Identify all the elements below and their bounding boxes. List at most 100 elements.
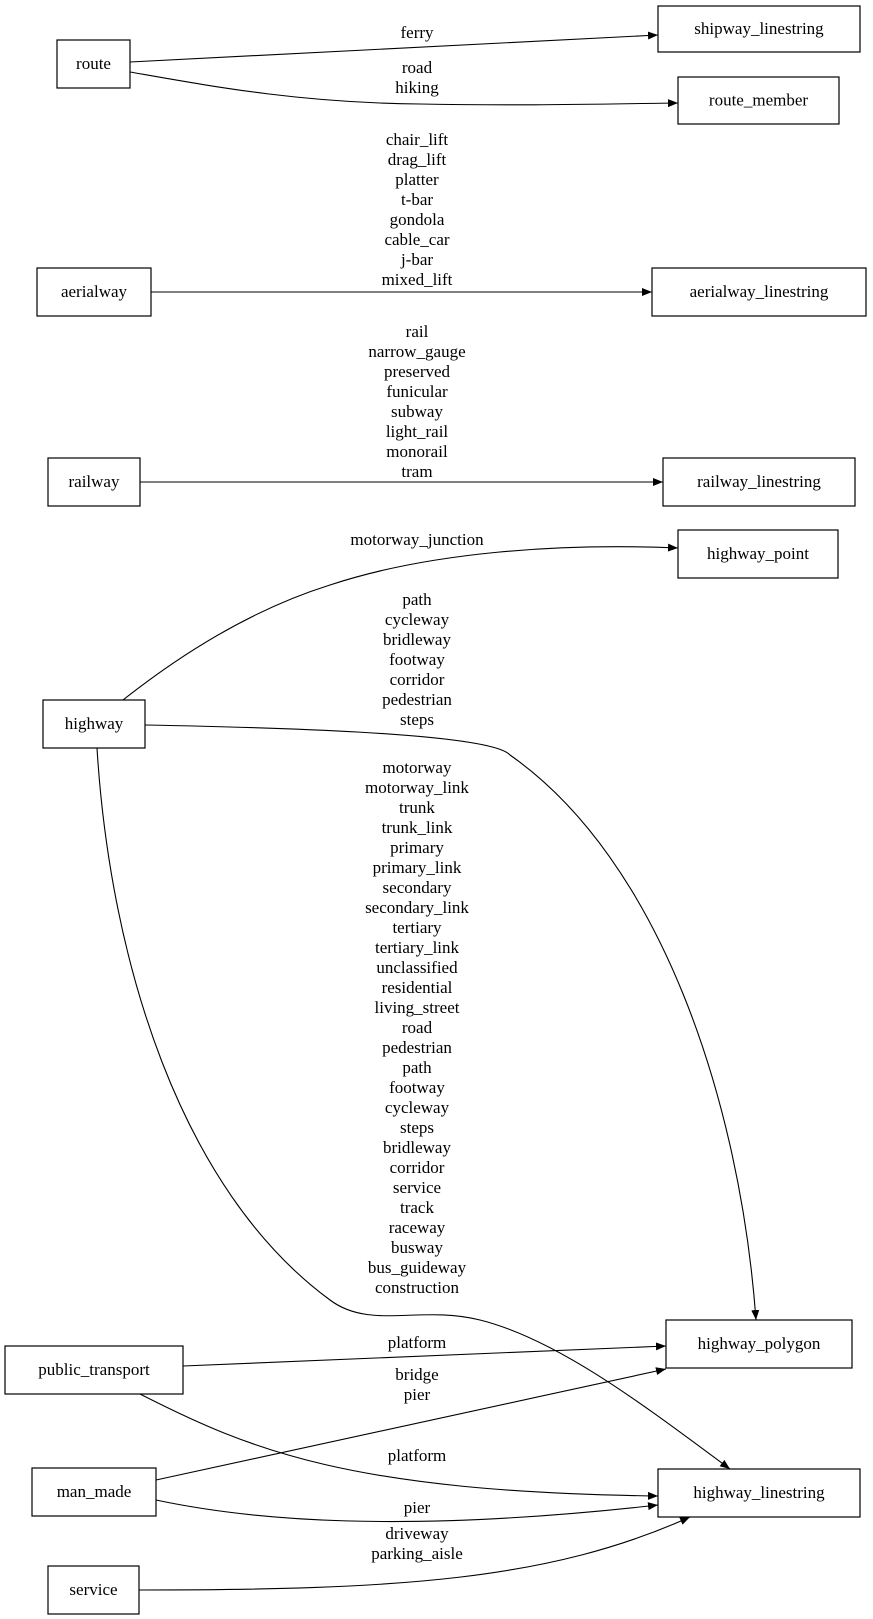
edge-label: bridleway [383,630,451,649]
edge-label: footway [389,650,445,669]
edge-man_made-to-highway_linestring: pier [155,1498,659,1523]
edge-label: cable_car [384,230,449,249]
node-box [56,39,131,89]
edge-public_transport-to-highway_linestring: platform [139,1393,659,1500]
edge-label: tertiary_link [375,938,460,957]
edge-line [155,1499,659,1523]
edge-label: bridleway [383,1138,451,1157]
node-man-made: man_made [31,1467,157,1517]
node-label: railway_linestring [697,472,821,491]
edge-label: platter [395,170,439,189]
node-box [4,1345,184,1395]
node-box [651,267,867,317]
node-box [42,699,146,749]
edge-label: bridge [395,1365,438,1384]
edge-label: primary [390,838,444,857]
node-label: highway_polygon [698,1334,821,1353]
node-label: highway [65,714,124,733]
edge-label: trunk [399,798,435,817]
edge-label: light_rail [386,422,449,441]
edge-line [122,543,679,701]
edge-highway-to-highway_polygon: pathcyclewaybridlewayfootwaycorridorpede… [144,590,760,1321]
edge-line [139,1393,659,1500]
node-box [677,529,839,579]
edge-label: t-bar [401,190,433,209]
edge-label: tram [401,462,432,481]
edge-label: path [402,1058,432,1077]
edge-label: preserved [384,362,451,381]
node-label: man_made [57,1482,132,1501]
edge-label: motorway [383,758,452,777]
edge-label: secondary [383,878,452,897]
node-label: aerialway [61,282,128,301]
edge-label: steps [400,710,434,729]
node-highway-polygon: highway_polygon [665,1319,853,1369]
edge-route-to-shipway_linestring: ferry [129,23,659,63]
node-box [47,1565,140,1615]
node-label: highway_linestring [693,1483,825,1502]
node-route: route [56,39,131,89]
edge-label: cycleway [385,610,450,629]
edge-label: pedestrian [382,1038,452,1057]
edge-label: busway [391,1238,443,1257]
node-label: service [69,1580,117,1599]
edge-label: corridor [390,670,445,689]
node-box [36,267,152,317]
node-label: aerialway_linestring [690,282,829,301]
node-highway: highway [42,699,146,749]
edge-label: raceway [389,1218,446,1237]
edge-label: track [400,1198,434,1217]
node-box [657,1468,861,1518]
edge-label: parking_aisle [371,1544,463,1563]
edge-highway-to-highway_point: motorway_junction [122,530,679,701]
edge-label: footway [389,1078,445,1097]
edge-label: trunk_link [382,818,453,837]
edge-label: j-bar [400,250,433,269]
edge-label: cycleway [385,1098,450,1117]
edge-label: subway [391,402,443,421]
edge-label: bus_guideway [368,1258,467,1277]
node-public-transport: public_transport [4,1345,184,1395]
edge-label: platform [388,1333,447,1352]
edge-label: funicular [386,382,448,401]
edge-label: monorail [386,442,448,461]
node-box [677,76,840,125]
edge-label: drag_lift [388,150,447,169]
edge-label: road [402,58,433,77]
node-box [662,457,856,507]
node-railway: railway [47,457,141,507]
edge-aerialway-to-aerialway_linestring: chair_liftdrag_liftplattert-bargondolaca… [151,130,652,296]
node-label: shipway_linestring [694,19,824,38]
node-label: route [76,54,111,73]
node-label: highway_point [707,544,809,563]
node-label: railway [69,472,120,491]
edge-label: pedestrian [382,690,452,709]
node-service: service [47,1565,140,1615]
edge-label: mixed_lift [382,270,453,289]
node-shipway-linestring: shipway_linestring [657,5,861,53]
node-box [657,5,861,53]
edge-label: chair_lift [386,130,449,149]
edge-label: driveway [385,1524,449,1543]
node-route-member: route_member [677,76,840,125]
edge-label: corridor [390,1158,445,1177]
edge-line [182,1342,667,1367]
edge-public_transport-to-highway_polygon: platform [182,1333,667,1367]
edge-line [129,71,679,108]
edge-line [129,31,659,63]
edge-label: motorway_link [365,778,469,797]
edge-label: road [402,1018,433,1037]
node-box [47,457,141,507]
edge-label: living_street [375,998,460,1017]
node-box [31,1467,157,1517]
edge-label: steps [400,1118,434,1137]
edge-label: hiking [395,78,439,97]
edge-label: rail [406,322,429,341]
edge-label: gondola [390,210,445,229]
edge-label: service [393,1178,441,1197]
edge-label: residential [382,978,453,997]
